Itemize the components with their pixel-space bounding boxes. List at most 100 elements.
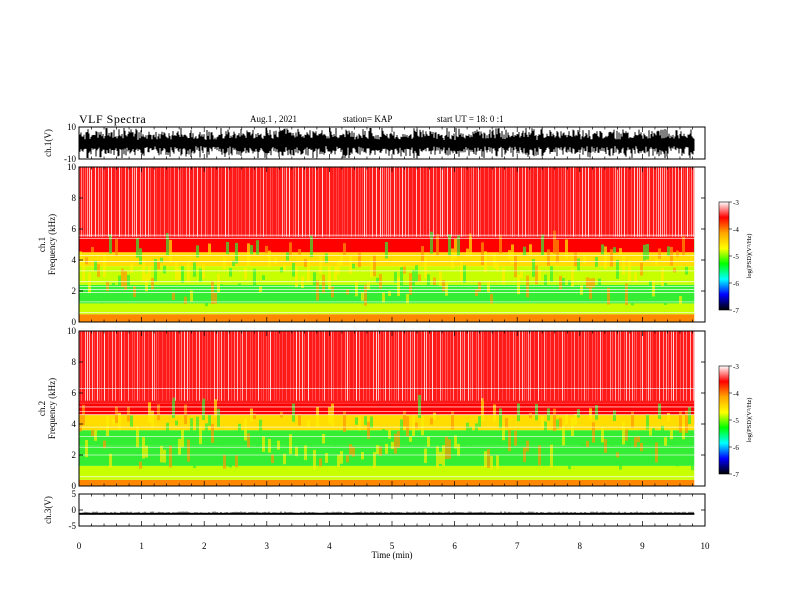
ch1-spectrogram-texture: [340, 254, 343, 266]
ch2-spectrogram-texture: [553, 408, 556, 432]
ch2-spectrogram-texture: [370, 416, 373, 429]
ch1-spectrogram-texture: [631, 294, 634, 306]
ch1-spectrogram-texture: [139, 248, 142, 265]
ch2-spectrogram-texture: [496, 455, 499, 469]
ch1-spectrogram-texture: [187, 261, 190, 283]
ch1-spectrogram-streak: [689, 167, 690, 237]
ch1-spectrogram-texture: [649, 281, 652, 291]
ch2-spectrogram-streak: [237, 331, 238, 401]
ch2-spectrogram-texture: [619, 464, 622, 470]
ch1-spectrogram-streak: [218, 167, 219, 237]
ch1-spectrogram-streak: [492, 167, 493, 237]
ch1-spectrogram-streak: [672, 167, 673, 237]
ch2-spectrogram-texture: [637, 436, 640, 443]
ch2-spectrogram-streak: [112, 331, 113, 401]
ch2-spectrogram-streak: [92, 331, 93, 401]
ch2-spectrogram-texture: [376, 445, 379, 455]
ch1-spectrogram-texture: [298, 249, 301, 255]
ch2-spectrogram-streak: [513, 331, 514, 401]
ch2-spectrogram-streak: [158, 331, 159, 401]
ch1-spectrogram-texture: [520, 270, 523, 279]
ch1-spectrogram-streak: [128, 167, 129, 237]
ch1-spectrogram-texture: [394, 271, 397, 283]
ch1-spectrogram-streak: [178, 167, 179, 237]
ch1-spectrogram-streak: [214, 167, 215, 237]
ch2-spectrogram-texture: [100, 441, 103, 456]
ch2-spectrogram-streak: [124, 331, 125, 401]
ch1-spectrogram-texture: [547, 249, 550, 266]
ch2-spectrogram-streak: [410, 331, 411, 401]
ch1-spectrogram-streak: [658, 167, 659, 237]
ch1-spectrogram-streak: [236, 167, 237, 237]
ch1-spectrogram-texture: [565, 239, 568, 259]
ch1-spectrogram-streak: [506, 167, 507, 237]
ch2-spectrogram-streak: [373, 331, 374, 401]
ch2-spectrogram-streak: [574, 331, 575, 401]
ch2-spectrogram-texture: [172, 397, 175, 418]
ch2-spectrogram-texture: [262, 436, 265, 452]
y-tick-label: -5: [69, 521, 77, 531]
ch1-spectrogram-streak: [322, 167, 323, 237]
ch1-spectrogram-streak: [221, 167, 222, 237]
ch2-spectrogram-streak: [312, 331, 313, 401]
ch1-spectrogram-texture: [502, 267, 505, 285]
ch2-spectrogram-streak: [282, 331, 283, 401]
ch1-spectrogram-texture: [613, 247, 616, 253]
ch2-spectrogram-streak: [528, 331, 529, 401]
ch1-spectrogram-texture: [457, 235, 460, 256]
ch1-spectrogram-texture: [346, 289, 349, 295]
ch1-spectrogram-texture: [550, 266, 553, 282]
ch1-spectrogram-texture: [352, 263, 355, 269]
ch2-spectrogram-texture: [427, 436, 430, 447]
ch2-spectrogram-texture: [544, 421, 547, 443]
ch2-spectrogram-texture: [103, 440, 106, 449]
ch1-spectrogram-texture: [454, 238, 457, 259]
ch1-spectrogram-texture: [367, 281, 370, 291]
ch2-spectrogram-streak: [432, 331, 433, 401]
colorbar-tick-label: -4: [733, 390, 739, 398]
ch2-spectrogram-texture: [334, 442, 337, 457]
y-tick-label: 8: [72, 357, 77, 367]
ch2-spectrogram-streak: [380, 331, 381, 401]
ch2-spectrogram-texture: [259, 419, 262, 432]
ch2-spectrogram-texture: [613, 410, 616, 422]
y-axis-label: ch.2: [37, 401, 47, 416]
ch1-spectrogram-streak: [601, 167, 602, 237]
ch1-spectrogram-streak: [426, 167, 427, 237]
ch2-spectrogram-streak: [519, 331, 520, 401]
ch2-spectrogram-streak: [119, 331, 120, 401]
ch2-spectrogram-gap: [694, 331, 705, 486]
ch2-spectrogram-texture: [430, 417, 433, 425]
ch2-spectrogram-texture: [307, 420, 310, 428]
ch2-spectrogram-texture: [679, 411, 682, 433]
ch2-spectrogram-texture: [88, 452, 91, 466]
ch2-spectrogram-texture: [358, 415, 361, 431]
ch2-spectrogram-streak: [673, 331, 674, 401]
ch2-spectrogram-streak: [315, 331, 316, 401]
ch1-spectrogram-streak: [478, 167, 479, 237]
ch1-spectrogram-texture: [418, 274, 421, 282]
ch2-spectrogram-texture: [199, 425, 202, 445]
ch2-spectrogram-streak: [656, 331, 657, 401]
ch1-spectrogram-streak: [613, 167, 614, 237]
ch1-spectrogram-streak: [289, 167, 290, 237]
ch1-spectrogram-texture: [679, 296, 682, 305]
ch1-spectrogram-texture: [355, 280, 358, 297]
ch1-spectrogram-texture: [160, 257, 163, 263]
ch2-spectrogram-texture: [94, 429, 97, 441]
ch1-spectrogram-texture: [625, 283, 628, 305]
ch1-spectrogram-texture: [349, 255, 352, 274]
ch1-spectrogram-streak: [189, 167, 190, 237]
ch1-spectrogram-streak: [551, 167, 552, 237]
ch1-spectrogram-streak: [429, 167, 430, 237]
ch2-spectrogram-texture: [247, 433, 250, 448]
ch1-spectrogram-texture: [430, 231, 433, 254]
ch2-spectrogram-streak: [394, 331, 395, 401]
ch2-spectrogram-streak: [234, 331, 235, 401]
ch2-spectrogram-streak: [586, 331, 587, 401]
ch1-spectrogram-texture: [493, 253, 496, 269]
ch2-spectrogram-texture: [475, 423, 478, 433]
ch1-spectrogram-streak: [87, 167, 88, 237]
ch2-spectrogram-streak: [606, 331, 607, 401]
